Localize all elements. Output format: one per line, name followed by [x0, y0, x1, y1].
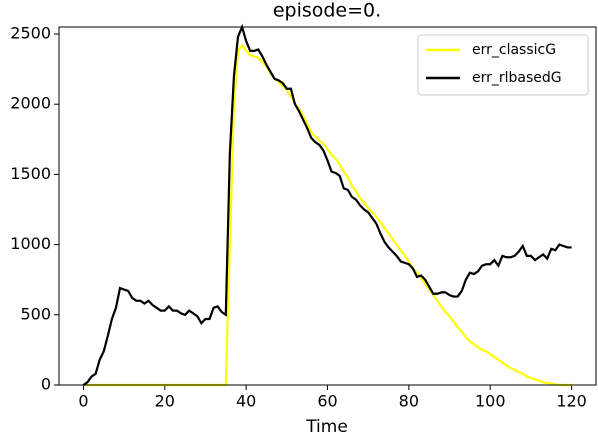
plot-frame — [58, 26, 597, 386]
chart-title: episode=0. — [273, 0, 381, 22]
x-tick-label: 60 — [317, 392, 337, 411]
legend-box — [417, 34, 589, 96]
x-tick-label: 0 — [78, 392, 88, 411]
y-tick-label: 1500 — [10, 164, 51, 183]
x-axis-label: Time — [305, 417, 348, 437]
x-tick-label: 80 — [399, 392, 419, 411]
y-tick-label: 0 — [41, 375, 51, 394]
y-tick-label: 500 — [20, 304, 51, 323]
y-tick-label: 1000 — [10, 234, 51, 253]
y-tick-label: 2000 — [10, 94, 51, 113]
x-tick-label: 40 — [236, 392, 256, 411]
y-tick-label: 2500 — [10, 24, 51, 43]
series-line — [83, 43, 572, 387]
legend-label: err_classicG — [472, 42, 556, 58]
x-tick-label: 100 — [475, 392, 506, 411]
legend-label: err_rlbasedG — [472, 70, 562, 86]
x-tick-label: 120 — [556, 392, 587, 411]
series-line — [82, 23, 572, 386]
x-tick-label: 20 — [155, 392, 175, 411]
